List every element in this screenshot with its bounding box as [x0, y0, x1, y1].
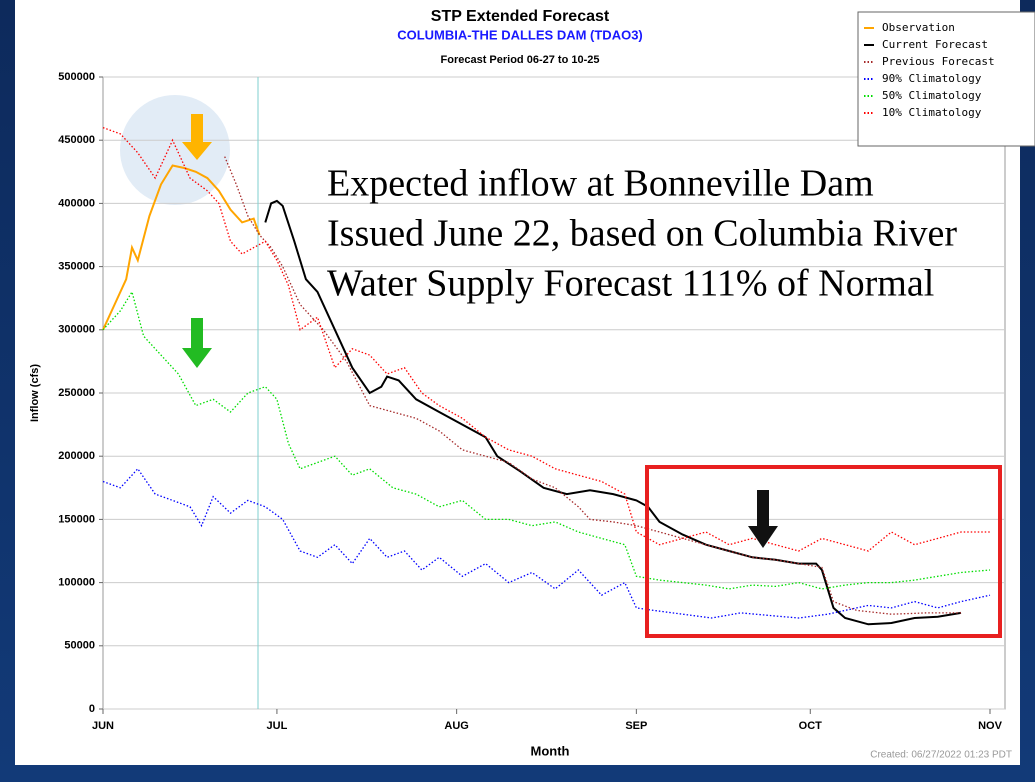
- x-axis-label: Month: [531, 743, 570, 758]
- legend-label: 90% Climatology: [882, 72, 982, 85]
- legend-label: Previous Forecast: [882, 55, 995, 68]
- y-tick-label: 300000: [58, 324, 95, 336]
- series-line: [102, 290, 991, 590]
- y-axis-label: Inflow (cfs): [29, 364, 41, 422]
- legend-label: 10% Climatology: [882, 106, 982, 119]
- legend-label: Observation: [882, 21, 955, 34]
- annotation: Issued June 22, based on Columbia River: [327, 213, 957, 255]
- forecast-period: Forecast Period 06-27 to 10-25: [441, 54, 600, 66]
- arrow: [182, 318, 212, 368]
- series-line: [102, 467, 991, 619]
- logo: [120, 95, 230, 205]
- highlight-box: [645, 465, 1002, 638]
- x-tick-label: OCT: [799, 720, 823, 732]
- y-tick-label: 150000: [58, 513, 95, 525]
- lines: [102, 126, 991, 626]
- chart-subtitle: COLUMBIA-THE DALLES DAM (TDAO3): [397, 27, 643, 42]
- chart-title: STP Extended Forecast: [431, 8, 610, 25]
- grid: 0 50000 100000 150000 200000 250000 300000 3500…: [58, 71, 1005, 732]
- x-tick-label: NOV: [978, 720, 1003, 732]
- x-tick-label: AUG: [444, 720, 468, 732]
- y-tick-label: 200000: [58, 450, 95, 462]
- annotation: Expected inflow at Bonneville Dam: [327, 163, 874, 205]
- arrow: [182, 114, 212, 160]
- y-tick-label: 500000: [58, 71, 95, 83]
- y-tick-label: 50000: [64, 640, 95, 652]
- y-tick-label: 0: [89, 703, 95, 715]
- y-tick-label: 450000: [58, 134, 95, 146]
- series-line: [264, 199, 962, 626]
- y-tick-label: 100000: [58, 577, 95, 589]
- series-line: [102, 164, 261, 331]
- x-tick-label: JUL: [267, 720, 288, 732]
- legend-box: [857, 11, 1035, 147]
- annotation: Water Supply Forecast 111% of Normal: [327, 263, 934, 305]
- y-tick-label: 350000: [58, 261, 95, 273]
- y-tick-label: 400000: [58, 197, 95, 209]
- legend-label: Current Forecast: [882, 38, 988, 51]
- legend: Observation Current Forecast Previous Fore…: [864, 21, 995, 119]
- y-tick-label: 250000: [58, 387, 95, 399]
- legend-label: 50% Climatology: [882, 89, 982, 102]
- x-tick-label: JUN: [92, 720, 114, 732]
- x-tick-label: SEP: [625, 720, 647, 732]
- arrow: [748, 490, 778, 548]
- created-note: Created: 06/27/2022 01:23 PDT: [870, 750, 1012, 761]
